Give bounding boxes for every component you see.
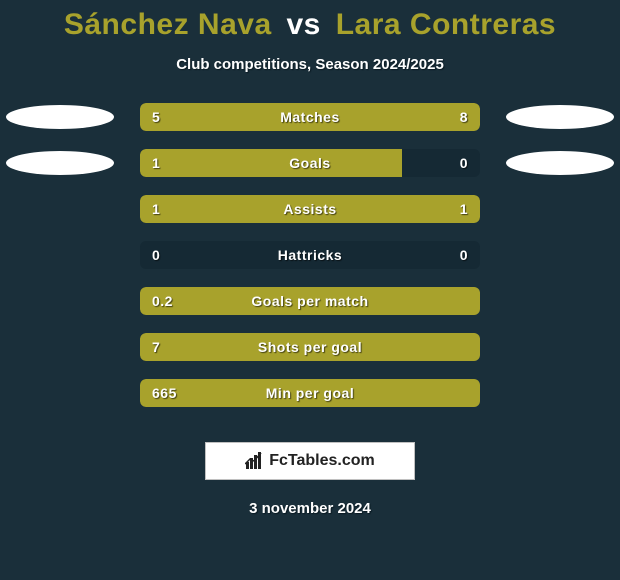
subtitle: Club competitions, Season 2024/2025 [0,56,620,73]
stat-row: 11Assists [0,195,620,223]
stat-bar-track: 58Matches [140,103,480,131]
stat-row: 665Min per goal [0,379,620,407]
stat-row: 0.2Goals per match [0,287,620,315]
stat-row: 58Matches [0,103,620,131]
stat-label: Shots per goal [140,333,480,361]
stat-row: 7Shots per goal [0,333,620,361]
stat-bar-track: 00Hattricks [140,241,480,269]
stat-label: Min per goal [140,379,480,407]
stat-label: Hattricks [140,241,480,269]
stat-bar-track: 10Goals [140,149,480,177]
player1-marker [6,105,114,129]
stat-bar-track: 0.2Goals per match [140,287,480,315]
stat-label: Goals [140,149,480,177]
barchart-icon [245,452,263,470]
stat-label: Goals per match [140,287,480,315]
stat-bar-track: 7Shots per goal [140,333,480,361]
player1-name: Sánchez Nava [64,8,272,41]
player2-marker [506,151,614,175]
player2-name: Lara Contreras [336,8,556,41]
stat-bar-track: 11Assists [140,195,480,223]
stat-label: Matches [140,103,480,131]
snapshot-date: 3 november 2024 [0,500,620,517]
vs-label: vs [286,8,320,41]
comparison-title: Sánchez Nava vs Lara Contreras [0,0,620,42]
stat-label: Assists [140,195,480,223]
player2-marker [506,105,614,129]
attribution-text: FcTables.com [269,452,375,470]
stat-row: 00Hattricks [0,241,620,269]
stat-bar-track: 665Min per goal [140,379,480,407]
stat-row: 10Goals [0,149,620,177]
stats-container: 58Matches 10Goals 11Assists 00Hattricks 0.2G… [0,103,620,407]
player1-marker [6,151,114,175]
attribution-badge: FcTables.com [205,442,415,480]
